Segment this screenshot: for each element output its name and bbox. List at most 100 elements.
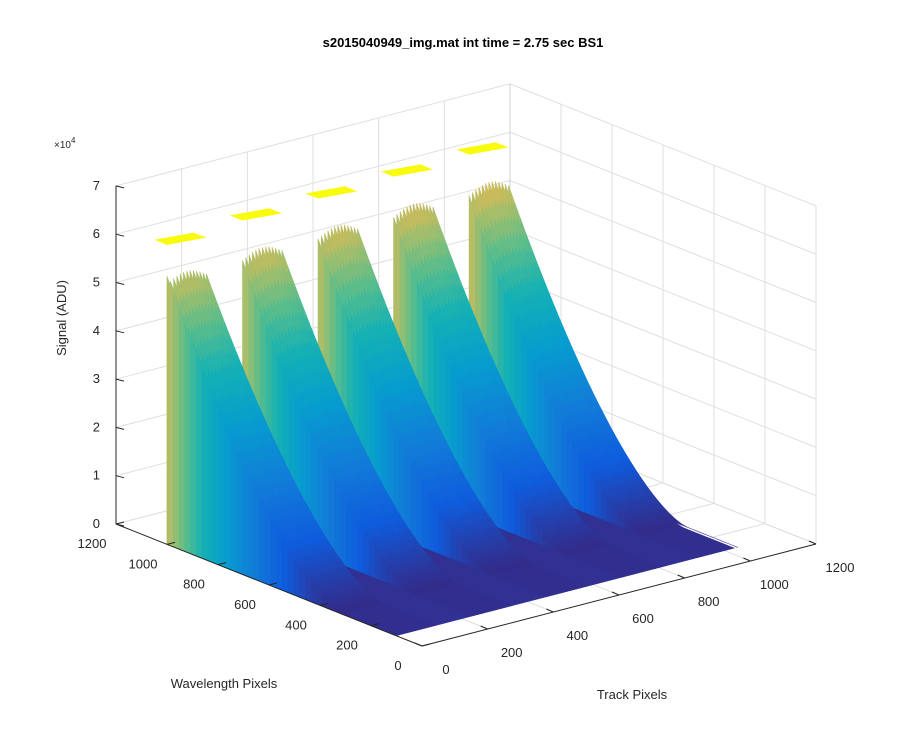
surface-patch xyxy=(703,533,710,537)
x-tick xyxy=(677,574,685,579)
grid-line xyxy=(509,180,817,303)
surface-patch xyxy=(415,468,422,547)
x-tick xyxy=(546,608,554,613)
surface-patch xyxy=(686,526,693,530)
x-tick-label: 600 xyxy=(632,611,654,626)
surface-patch xyxy=(577,448,585,513)
surface-patch xyxy=(224,422,231,570)
ridge-front-face xyxy=(166,276,397,637)
y-tick-label: 600 xyxy=(234,597,256,612)
surface-patch xyxy=(732,544,739,548)
ridge-top xyxy=(229,208,282,221)
x-tick-label: 200 xyxy=(501,645,523,660)
surface-patch xyxy=(264,507,271,586)
surface-patch xyxy=(281,537,288,593)
grid-line xyxy=(509,131,817,255)
surface-patch xyxy=(252,484,260,582)
surface-patch xyxy=(183,323,191,554)
surface-patch xyxy=(680,522,687,528)
surface-patch xyxy=(172,292,179,550)
z-tick-label: 2 xyxy=(93,419,100,434)
surface-patch xyxy=(426,488,434,552)
x-tick-label: 0 xyxy=(442,662,449,677)
y-tick xyxy=(370,623,380,627)
surface-patch xyxy=(356,518,364,574)
surface-patch xyxy=(258,496,265,584)
z-tick xyxy=(115,426,125,430)
surface-patch xyxy=(166,276,174,548)
y-tick xyxy=(319,602,329,606)
y-tick-label: 400 xyxy=(285,617,307,632)
surface-patch xyxy=(212,395,219,566)
surface-patch xyxy=(345,498,352,569)
y-tick-label: 0 xyxy=(394,658,401,673)
y-tick-label: 200 xyxy=(336,638,358,653)
ridge-top xyxy=(380,164,433,177)
surface-patch xyxy=(432,498,439,554)
z-tick xyxy=(115,330,125,334)
x-tick xyxy=(808,540,817,545)
surface-patch xyxy=(490,448,498,528)
surface-patch xyxy=(697,531,704,534)
y-tick-label: 800 xyxy=(183,577,205,592)
y-tick xyxy=(217,562,227,566)
z-tick xyxy=(115,282,125,285)
z-tick xyxy=(115,185,125,189)
y-tick xyxy=(268,582,278,586)
x-tick-label: 1000 xyxy=(760,577,789,592)
grid-line xyxy=(115,83,511,187)
surface-patch xyxy=(507,478,515,535)
surface-patch xyxy=(351,508,358,571)
x-tick-label: 400 xyxy=(566,628,588,643)
y-tick-label: 1000 xyxy=(129,556,158,571)
y-tick xyxy=(166,541,176,545)
surface-patch xyxy=(201,367,208,561)
z-tick xyxy=(115,233,125,237)
z-axis-title: Signal (ADU) xyxy=(54,280,69,356)
surface-patch xyxy=(334,478,341,565)
z-exponent-power: 4 xyxy=(71,136,76,145)
z-tick xyxy=(115,378,125,382)
y-tick-label: 1200 xyxy=(78,536,107,551)
axes xyxy=(115,185,817,647)
surface-patch xyxy=(572,439,579,511)
surface-patch xyxy=(189,338,196,557)
tick-labels: 0 1 2 3 4 5 6 7 0 200 400 600 800 1000 1200 0 200 400 600 8… xyxy=(78,178,855,677)
grid-line xyxy=(509,228,817,352)
z-tick-label: 4 xyxy=(93,323,100,338)
surface-patch xyxy=(235,448,242,575)
surface-patch xyxy=(421,478,428,550)
z-tick xyxy=(115,475,125,479)
grid-line xyxy=(115,131,511,235)
surface-patch xyxy=(218,409,225,568)
z-tick-label: 7 xyxy=(93,178,100,193)
surface-patch xyxy=(206,381,214,564)
surface-patch xyxy=(566,428,573,508)
surface-patch xyxy=(691,528,698,532)
grid-line xyxy=(509,83,817,207)
y-tick xyxy=(421,643,431,647)
x-tick xyxy=(611,591,620,596)
surface-patch xyxy=(275,527,283,591)
surface-patch xyxy=(229,435,237,573)
surface-plot xyxy=(154,142,739,637)
ridge-top xyxy=(456,142,509,155)
z-tick-label: 6 xyxy=(93,226,100,241)
z-tick-label: 3 xyxy=(93,371,100,386)
surface-patch xyxy=(496,458,503,530)
z-tick-label: 5 xyxy=(93,275,100,290)
surface-patch xyxy=(178,307,185,552)
x-tick-label: 800 xyxy=(698,594,720,609)
surface-patch xyxy=(195,353,202,559)
grid-line xyxy=(509,276,817,400)
y-axis-title: Wavelength Pixels xyxy=(171,676,278,691)
x-tick-label: 1200 xyxy=(826,560,855,575)
surface-patch xyxy=(241,461,248,577)
grid-line xyxy=(115,180,511,283)
ridge-top xyxy=(305,186,358,199)
x-tick xyxy=(743,557,751,562)
x-tick xyxy=(414,642,423,647)
z-exponent-label: ×104 xyxy=(54,136,76,151)
surface-patch xyxy=(269,517,277,589)
